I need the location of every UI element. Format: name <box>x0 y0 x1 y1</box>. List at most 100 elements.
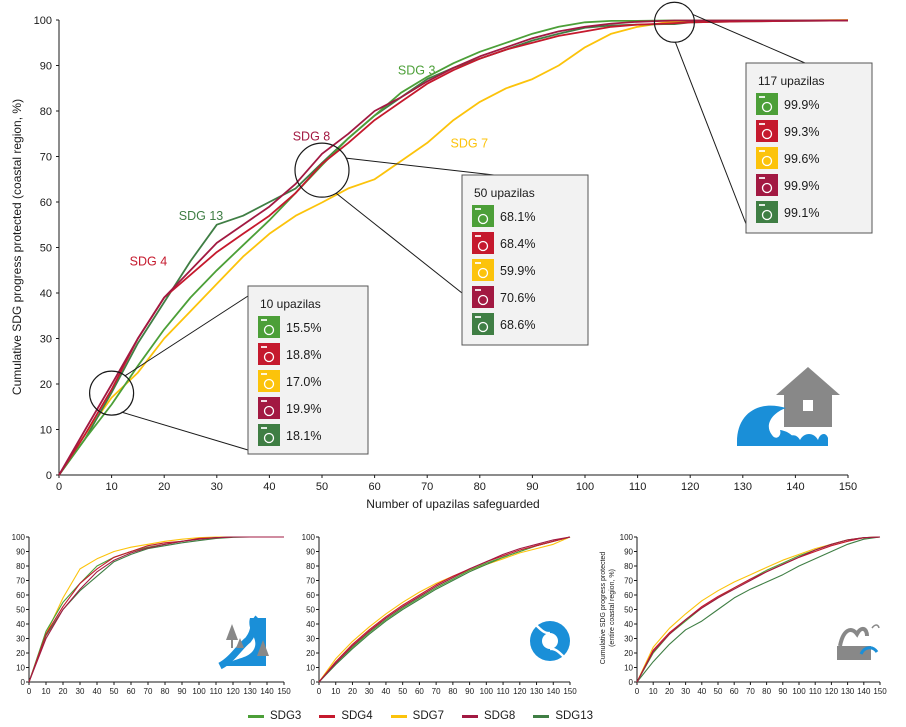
y-tick-label: 20 <box>306 649 315 658</box>
goal-icon-number <box>759 150 765 152</box>
house-window <box>803 400 813 411</box>
x-tick-label: 80 <box>448 687 457 696</box>
small-waves <box>782 434 828 446</box>
sdg3-goal-icon <box>756 93 778 115</box>
x-tick-label: 100 <box>576 481 594 493</box>
x-tick-label: 70 <box>144 687 153 696</box>
x-tick-label: 130 <box>243 687 257 696</box>
y-tick-label: 50 <box>306 605 315 614</box>
goal-icon-number <box>759 177 765 179</box>
sdg13-goal-icon <box>756 201 778 223</box>
goal-icon-tile <box>756 201 778 223</box>
legend-label: SDG13 <box>555 710 594 722</box>
x-tick-label: 120 <box>825 687 839 696</box>
y-tick-label: 70 <box>40 151 52 163</box>
y-tick-label: 40 <box>306 620 315 629</box>
y-tick-label: 70 <box>306 576 315 585</box>
callout-value: 68.4% <box>500 237 535 251</box>
callout-value: 19.9% <box>286 402 321 416</box>
goal-icon-number <box>475 262 481 264</box>
goal-icon-number <box>759 204 765 206</box>
y-tick-label: 0 <box>46 470 52 482</box>
series-line-sdg7 <box>636 536 881 683</box>
callout-value: 15.5% <box>286 321 321 335</box>
x-tick-label: 50 <box>110 687 119 696</box>
x-tick-label: 0 <box>635 687 640 696</box>
goal-icon-glyph <box>761 182 773 194</box>
series-line-sdg4 <box>636 536 881 683</box>
goal-icon-tile <box>472 259 494 281</box>
legend-item-sdg13: SDG13 <box>533 710 593 722</box>
coastal-erosion-icon <box>837 624 880 660</box>
y-tick-label: 40 <box>40 288 52 300</box>
goal-icon-number <box>475 208 481 210</box>
x-tick-label: 110 <box>210 687 223 696</box>
series-line-sdg3 <box>636 536 881 683</box>
goal-icon-glyph <box>263 351 275 363</box>
leader-line <box>674 42 749 230</box>
legend-item-sdg8: SDG8 <box>461 710 516 722</box>
tree-shape <box>257 640 269 656</box>
y-tick-label: 0 <box>21 678 26 687</box>
y-tick-label: 80 <box>624 562 633 571</box>
x-tick-label: 20 <box>158 481 170 493</box>
callout-2: 50 upazilas 68.1% 68.4% 59.9% 70.6% 68.6% <box>294 142 589 346</box>
x-tick-label: 10 <box>649 687 658 696</box>
x-tick-label: 90 <box>178 687 187 696</box>
x-tick-label: 90 <box>526 481 538 493</box>
y-tick-label: 20 <box>624 649 633 658</box>
y-tick-label: 80 <box>306 562 315 571</box>
y-axis-title: Cumulative SDG progress protected (coast… <box>10 99 24 395</box>
callout-value: 99.1% <box>784 206 819 220</box>
y-axis-title-line: (entire coastal region, %) <box>609 569 616 647</box>
x-tick-label: 80 <box>762 687 771 696</box>
legend-label: SDG4 <box>341 710 373 722</box>
legend-swatch <box>319 714 336 718</box>
x-tick-label: 110 <box>629 481 647 493</box>
x-tick-label: 140 <box>260 687 274 696</box>
callout-value: 99.3% <box>784 125 819 139</box>
goal-icon-glyph <box>477 321 489 333</box>
legend-item-sdg7: SDG7 <box>390 710 444 722</box>
goal-icon-number <box>261 346 267 348</box>
river-flood-icon <box>218 615 269 670</box>
goal-icon-number <box>261 373 267 375</box>
y-tick-label: 80 <box>16 562 25 571</box>
goal-icon-tile <box>472 205 494 227</box>
y-tick-label: 10 <box>40 424 52 436</box>
y-tick-label: 90 <box>16 547 25 556</box>
wave-shape <box>737 405 796 446</box>
x-tick-label: 20 <box>59 687 68 696</box>
sdg8-goal-icon <box>756 174 778 196</box>
leader-line <box>345 157 495 176</box>
riverine-flood-chart: 0 10 20 30 40 50 60 70 80 90 100 110 120 130 140 150 0 10… <box>12 533 292 696</box>
series-line-sdg13 <box>318 536 571 683</box>
x-axis-title: Number of upazilas safeguarded <box>366 497 539 511</box>
y-tick-label: 50 <box>40 242 52 254</box>
river-flow <box>218 615 261 670</box>
y-tick-label: 10 <box>16 663 25 672</box>
x-tick-label: 0 <box>56 481 62 493</box>
sdg7-goal-icon <box>472 259 494 281</box>
goal-icon-number <box>759 123 765 125</box>
series-line-sdg8 <box>28 536 284 683</box>
line-label-sdg3: SDG 3 <box>398 64 436 78</box>
legend-label: SDG8 <box>483 710 516 722</box>
sdg4-goal-icon <box>472 232 494 254</box>
x-tick-label: 100 <box>480 687 494 696</box>
goal-icon-tile <box>756 147 778 169</box>
x-tick-label: 40 <box>697 687 706 696</box>
y-tick-label: 50 <box>16 605 25 614</box>
goal-icon-number <box>261 319 267 321</box>
x-tick-label: 80 <box>161 687 170 696</box>
y-tick-label: 70 <box>16 576 25 585</box>
tree-shape <box>226 624 238 640</box>
sdg13-goal-icon <box>258 424 280 446</box>
x-tick-label: 10 <box>42 687 51 696</box>
x-tick-label: 60 <box>368 481 380 493</box>
y-tick-label: 0 <box>629 678 634 687</box>
x-tick-label: 40 <box>93 687 102 696</box>
legend-label: SDG3 <box>270 710 302 722</box>
x-tick-label: 90 <box>778 687 787 696</box>
y-tick-label: 100 <box>620 533 634 542</box>
